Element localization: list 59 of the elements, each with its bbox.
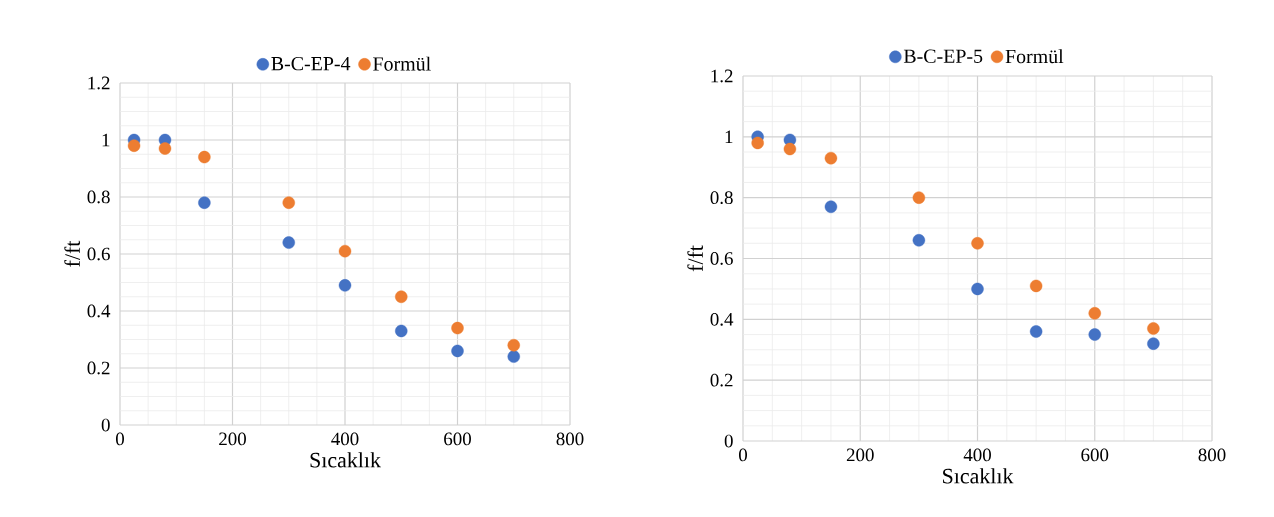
point: [395, 290, 408, 303]
point: [1147, 337, 1160, 350]
y-tick-label: 1.2: [711, 69, 733, 83]
x-tick-label: 0: [739, 448, 748, 462]
point: [451, 344, 464, 358]
point: [824, 151, 838, 165]
y-axis-title: f/ft: [687, 245, 703, 272]
point: [338, 244, 352, 258]
y-tick-label: 1: [725, 130, 733, 144]
point: [198, 196, 211, 209]
legend-label: B-C-EP-4: [271, 56, 351, 71]
legend-label: B-C-EP-5: [903, 49, 983, 63]
point: [158, 142, 172, 155]
point: [912, 191, 926, 204]
y-tick-label: 0.2: [87, 361, 110, 375]
point: [1147, 322, 1160, 335]
point: [1088, 328, 1101, 341]
y-tick-label: 0.6: [87, 247, 110, 261]
y-tick-label: 0.8: [710, 191, 733, 205]
point: [824, 200, 838, 213]
point: [451, 321, 464, 335]
x-tick-label: 800: [556, 432, 584, 446]
point: [282, 236, 295, 249]
point: [395, 324, 408, 338]
point: [912, 234, 926, 247]
point: [971, 237, 984, 250]
point: [1088, 307, 1101, 320]
x-tick-label: 600: [1081, 448, 1109, 462]
x-tick-label: 800: [1198, 448, 1226, 462]
point: [127, 139, 141, 152]
point: [198, 150, 211, 164]
legend-label: Formül: [1005, 49, 1064, 64]
x-axis-title: Sıcaklık: [310, 452, 381, 468]
x-tick-label: 400: [963, 448, 991, 462]
y-tick-label: 1: [102, 133, 110, 147]
point: [338, 279, 352, 292]
x-tick-label: 200: [846, 448, 874, 462]
point: [783, 142, 797, 156]
point: [507, 339, 520, 352]
point: [1029, 279, 1043, 293]
point: [971, 282, 984, 296]
point: [751, 136, 764, 150]
y-tick-label: 0: [101, 418, 110, 432]
y-tick-label: 0.2: [710, 373, 733, 387]
y-tick-label: 0.4: [87, 304, 111, 318]
point: [282, 196, 295, 209]
x-tick-label: 200: [219, 432, 246, 446]
x-tick-label: 400: [331, 432, 359, 446]
y-axis-title: f/ft: [64, 240, 80, 267]
y-tick-label: 0.4: [710, 312, 734, 326]
y-tick-label: 0.8: [87, 190, 110, 204]
point: [1029, 325, 1043, 338]
y-tick-label: 0.6: [710, 252, 733, 265]
x-tick-label: 600: [444, 432, 471, 446]
y-tick-label: 1.2: [88, 76, 110, 90]
legend-label: Formül: [373, 56, 431, 71]
point: [507, 350, 520, 363]
x-axis-title: Sıcaklık: [943, 468, 1014, 484]
x-tick-label: 0: [115, 432, 124, 446]
